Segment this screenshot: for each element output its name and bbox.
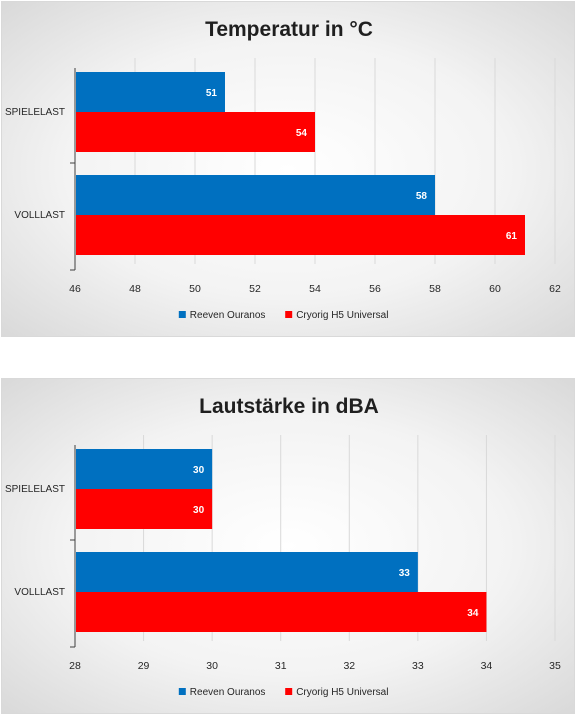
bar bbox=[76, 72, 225, 112]
legend-swatch bbox=[178, 311, 186, 318]
x-tick-label: 34 bbox=[481, 660, 493, 672]
legend-swatch bbox=[178, 688, 186, 695]
chart-noise: Lautstärke in dBA 28 29 30 31 32 33 34 35 30 30 SPI… bbox=[1, 378, 575, 714]
x-tick-label: 30 bbox=[206, 660, 218, 672]
category-label: SPIELELAST bbox=[5, 484, 65, 495]
category-label: SPIELELAST bbox=[5, 107, 65, 118]
bar-value-label: 33 bbox=[399, 568, 411, 579]
bar-value-label: 54 bbox=[296, 128, 308, 139]
x-tick-label: 48 bbox=[129, 283, 141, 295]
bar-value-label: 30 bbox=[193, 505, 205, 516]
bar-value-label: 30 bbox=[193, 465, 205, 476]
chart-title: Temperatur in °C bbox=[205, 18, 373, 41]
chart-title: Lautstärke in dBA bbox=[199, 395, 379, 418]
category-label: VOLLLAST bbox=[14, 210, 65, 221]
bar-value-label: 58 bbox=[416, 191, 428, 202]
bar-value-label: 51 bbox=[206, 88, 218, 99]
chart-noise-svg: Lautstärke in dBA 28 29 30 31 32 33 34 35 30 30 SPI… bbox=[5, 395, 561, 698]
x-tick-label: 58 bbox=[429, 283, 441, 295]
x-tick-label: 32 bbox=[343, 660, 355, 672]
x-tick-label: 33 bbox=[412, 660, 424, 672]
chart-temperature-svg: Temperatur in °C 46 48 50 52 54 56 58 60 62 51 54 SP… bbox=[5, 18, 561, 321]
bar-value-label: 34 bbox=[467, 608, 479, 619]
x-tick-label: 46 bbox=[69, 283, 81, 295]
x-tick-label: 52 bbox=[249, 283, 261, 295]
bar bbox=[76, 215, 525, 255]
legend-label: Reeven Ouranos bbox=[190, 310, 266, 321]
x-tick-label: 29 bbox=[138, 660, 150, 672]
bar bbox=[76, 175, 435, 215]
bar bbox=[76, 489, 213, 529]
chart-temperature: Temperatur in °C 46 48 50 52 54 56 58 60 62 51 54 SP… bbox=[1, 1, 575, 337]
bar-value-label: 61 bbox=[506, 231, 518, 242]
legend-swatch bbox=[285, 311, 293, 318]
legend-swatch bbox=[285, 688, 293, 695]
x-tick-label: 35 bbox=[549, 660, 561, 672]
bar bbox=[76, 552, 418, 592]
x-tick-label: 54 bbox=[309, 283, 321, 295]
legend-label: Cryorig H5 Universal bbox=[296, 687, 388, 698]
x-tick-label: 62 bbox=[549, 283, 561, 295]
bar bbox=[76, 112, 315, 152]
bar bbox=[76, 592, 487, 632]
category-label: VOLLLAST bbox=[14, 587, 65, 598]
x-tick-label: 50 bbox=[189, 283, 201, 295]
x-tick-label: 28 bbox=[69, 660, 81, 672]
x-tick-label: 31 bbox=[275, 660, 287, 672]
legend-label: Reeven Ouranos bbox=[190, 687, 266, 698]
x-tick-label: 60 bbox=[489, 283, 501, 295]
bar bbox=[76, 449, 213, 489]
x-tick-label: 56 bbox=[369, 283, 381, 295]
legend-label: Cryorig H5 Universal bbox=[296, 310, 388, 321]
